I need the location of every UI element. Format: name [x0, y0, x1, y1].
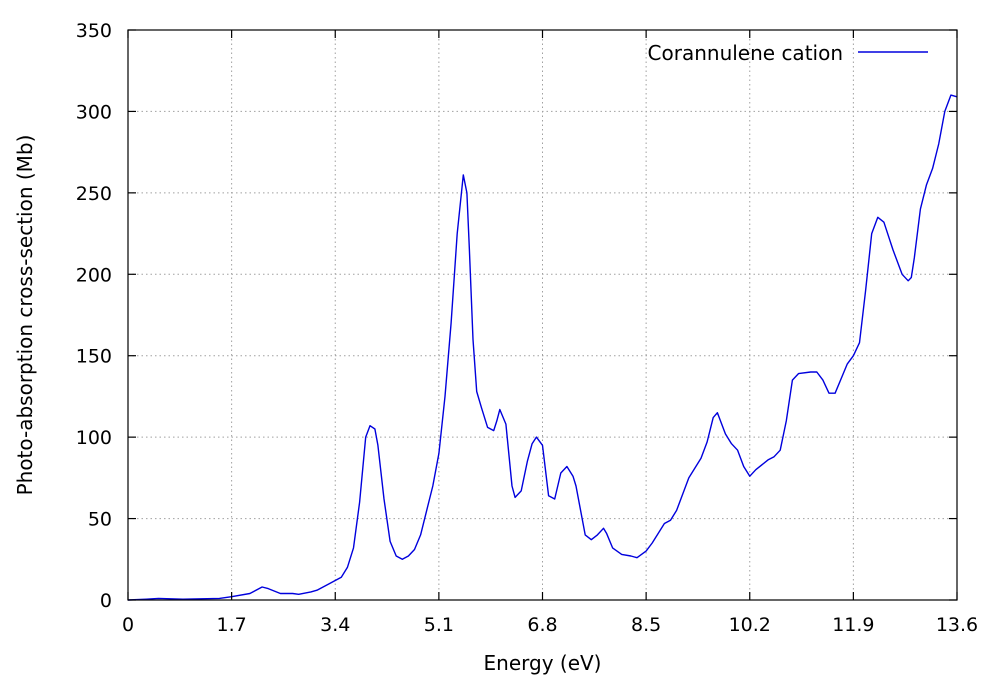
x-tick-label: 5.1 — [424, 614, 454, 636]
x-tick-label: 11.9 — [832, 614, 874, 636]
x-tick-label: 3.4 — [320, 614, 350, 636]
x-tick-label: 10.2 — [729, 614, 771, 636]
y-tick-label: 50 — [88, 509, 112, 531]
x-tick-label: 6.8 — [527, 614, 557, 636]
legend-label: Corannulene cation — [648, 41, 843, 65]
tick-labels: 0 1.7 3.4 5.1 6.8 8.5 10.2 11.9 13.6 0 50 100 150 200… — [76, 20, 978, 636]
x-tick-label: 13.6 — [936, 614, 978, 636]
series-layer — [127, 94, 958, 601]
y-tick-label: 300 — [76, 101, 112, 123]
y-tick-label: 350 — [76, 20, 112, 42]
y-tick-label: 0 — [100, 590, 112, 612]
axis-ticks — [127, 29, 958, 601]
y-axis-title: Photo-absorption cross-section (Mb) — [13, 135, 37, 496]
y-tick-label: 150 — [76, 346, 112, 368]
grid-lines — [128, 30, 957, 600]
x-tick-label: 1.7 — [217, 614, 247, 636]
series-line — [127, 94, 958, 601]
x-tick-label: 0 — [122, 614, 134, 636]
x-tick-label: 8.5 — [631, 614, 661, 636]
y-tick-label: 200 — [76, 264, 112, 286]
legend: Corannulene cation — [648, 41, 928, 65]
y-tick-label: 100 — [76, 427, 112, 449]
x-axis-title: Energy (eV) — [484, 651, 602, 675]
y-tick-label: 250 — [76, 183, 112, 205]
